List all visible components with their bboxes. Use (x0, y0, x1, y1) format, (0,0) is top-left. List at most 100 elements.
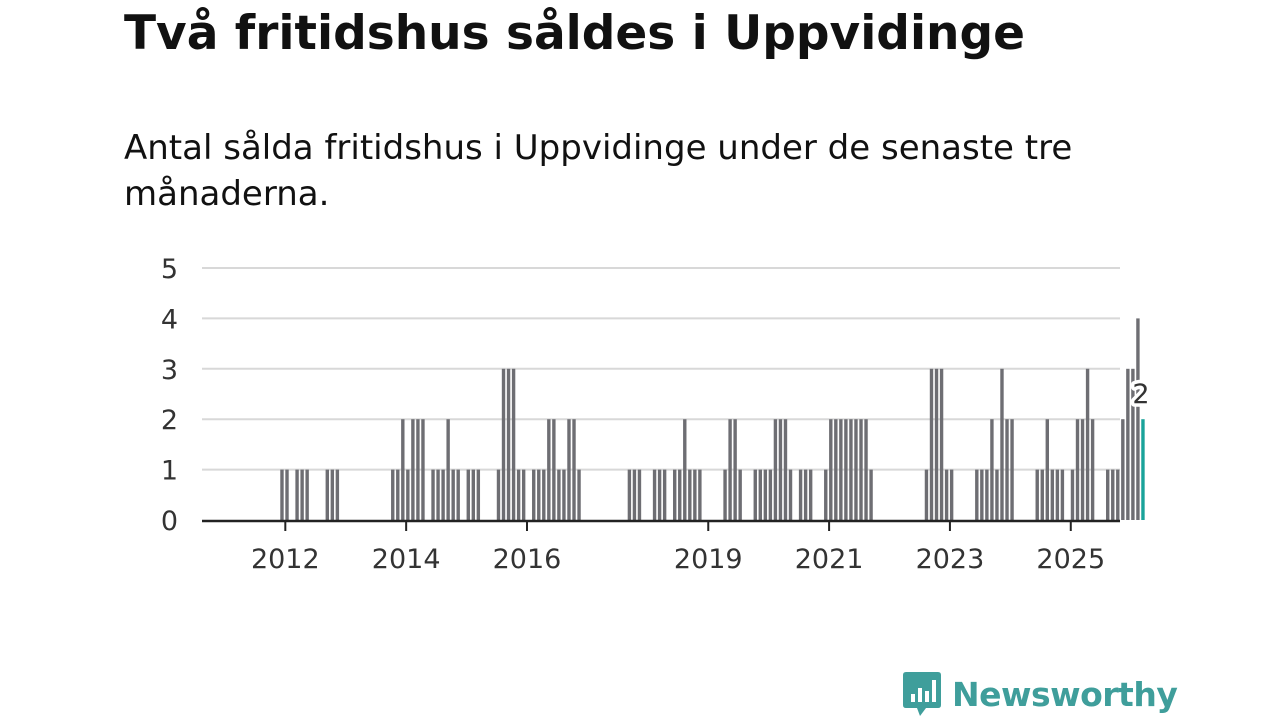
bar (562, 469, 566, 520)
bar (532, 469, 536, 520)
bar (824, 469, 828, 520)
bar (501, 368, 506, 520)
bar (733, 419, 737, 520)
bar (803, 469, 808, 520)
bar (788, 469, 793, 520)
bar (1085, 368, 1090, 520)
bar (542, 469, 546, 520)
data-label-halo: 2 (1132, 379, 1149, 410)
bars (280, 318, 1145, 520)
bar (1126, 368, 1130, 520)
bar (506, 368, 511, 520)
bar (1090, 419, 1095, 520)
y-tick-label: 1 (161, 456, 178, 487)
bar (924, 469, 929, 520)
bar (401, 419, 405, 520)
bar (693, 469, 697, 520)
bar (808, 469, 813, 520)
bar (416, 419, 420, 520)
x-tick-label: 2014 (372, 544, 441, 575)
bar (1000, 368, 1004, 520)
bar (844, 419, 848, 520)
bar (849, 419, 853, 520)
bar (869, 469, 873, 520)
bar (285, 469, 289, 520)
bar (572, 419, 576, 520)
bar (834, 419, 838, 520)
data-label-latest: 2 (1132, 379, 1149, 410)
bar (662, 469, 667, 520)
chart-title: Två fritidshus såldes i Uppvidinge (124, 6, 1026, 61)
bar (1005, 419, 1009, 520)
x-tick-label: 2012 (251, 544, 320, 575)
bar (295, 469, 299, 520)
bar (768, 469, 773, 520)
y-tick-label: 0 (161, 506, 178, 537)
bar (1080, 419, 1085, 520)
bar (441, 469, 445, 520)
bar (1111, 469, 1115, 520)
bar (864, 419, 868, 520)
bar (391, 469, 395, 520)
bar (471, 469, 476, 520)
bar (547, 419, 551, 520)
bar (990, 419, 994, 520)
bar (637, 469, 642, 520)
bar (567, 419, 571, 520)
bar (829, 419, 833, 520)
y-tick-label: 4 (161, 304, 178, 335)
bar (335, 469, 340, 520)
bar (1131, 368, 1135, 520)
bar (678, 469, 682, 520)
y-axis-ticks: 0 1 2 3 4 5 (161, 254, 178, 537)
bar (944, 469, 949, 520)
bar (688, 469, 692, 520)
bar (325, 469, 329, 520)
bar (436, 469, 440, 520)
bar (929, 368, 934, 520)
bar (456, 469, 460, 520)
bar (632, 469, 637, 520)
bar (758, 469, 763, 520)
bar (798, 469, 803, 520)
bar (738, 469, 742, 520)
y-tick-label: 2 (161, 405, 178, 436)
bar (683, 419, 687, 520)
newsworthy-logo: Newsworthy (902, 670, 1178, 718)
bar (496, 469, 501, 520)
bar (652, 469, 657, 520)
bar (975, 469, 979, 520)
bar (753, 469, 757, 520)
bar (657, 469, 662, 520)
bar (980, 469, 984, 520)
bar (698, 469, 702, 520)
x-tick-label: 2021 (795, 544, 864, 575)
bar (1045, 419, 1049, 520)
bar (773, 419, 778, 520)
bar (411, 419, 415, 520)
bar (728, 419, 732, 520)
bar (1060, 469, 1065, 520)
bar (627, 469, 632, 520)
bar (934, 368, 939, 520)
bar (854, 419, 858, 520)
bar (516, 469, 521, 520)
bar (451, 469, 455, 520)
bar (280, 469, 284, 520)
x-tick-label: 2023 (916, 544, 985, 575)
bar (949, 469, 954, 520)
bar-chart: 0 1 2 3 4 5 2012 2014 2016 2019 2021 2023 2025 22 (160, 254, 1150, 575)
bar (1075, 419, 1080, 520)
bar (1106, 469, 1110, 520)
bar (995, 469, 999, 520)
bar-chart-speech-bubble-icon (903, 672, 941, 716)
bar (300, 469, 304, 520)
bar (537, 469, 541, 520)
bar-latest (1141, 419, 1145, 520)
bar (396, 469, 400, 520)
y-tick-label: 5 (161, 254, 178, 285)
bar (305, 469, 309, 520)
bar (552, 419, 556, 520)
x-tick-label: 2016 (493, 544, 562, 575)
bar (421, 419, 425, 520)
